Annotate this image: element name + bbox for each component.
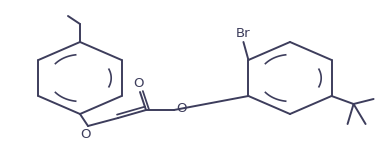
Text: O: O <box>176 101 187 115</box>
Text: Br: Br <box>236 27 251 40</box>
Text: O: O <box>133 77 143 90</box>
Text: O: O <box>81 128 91 141</box>
